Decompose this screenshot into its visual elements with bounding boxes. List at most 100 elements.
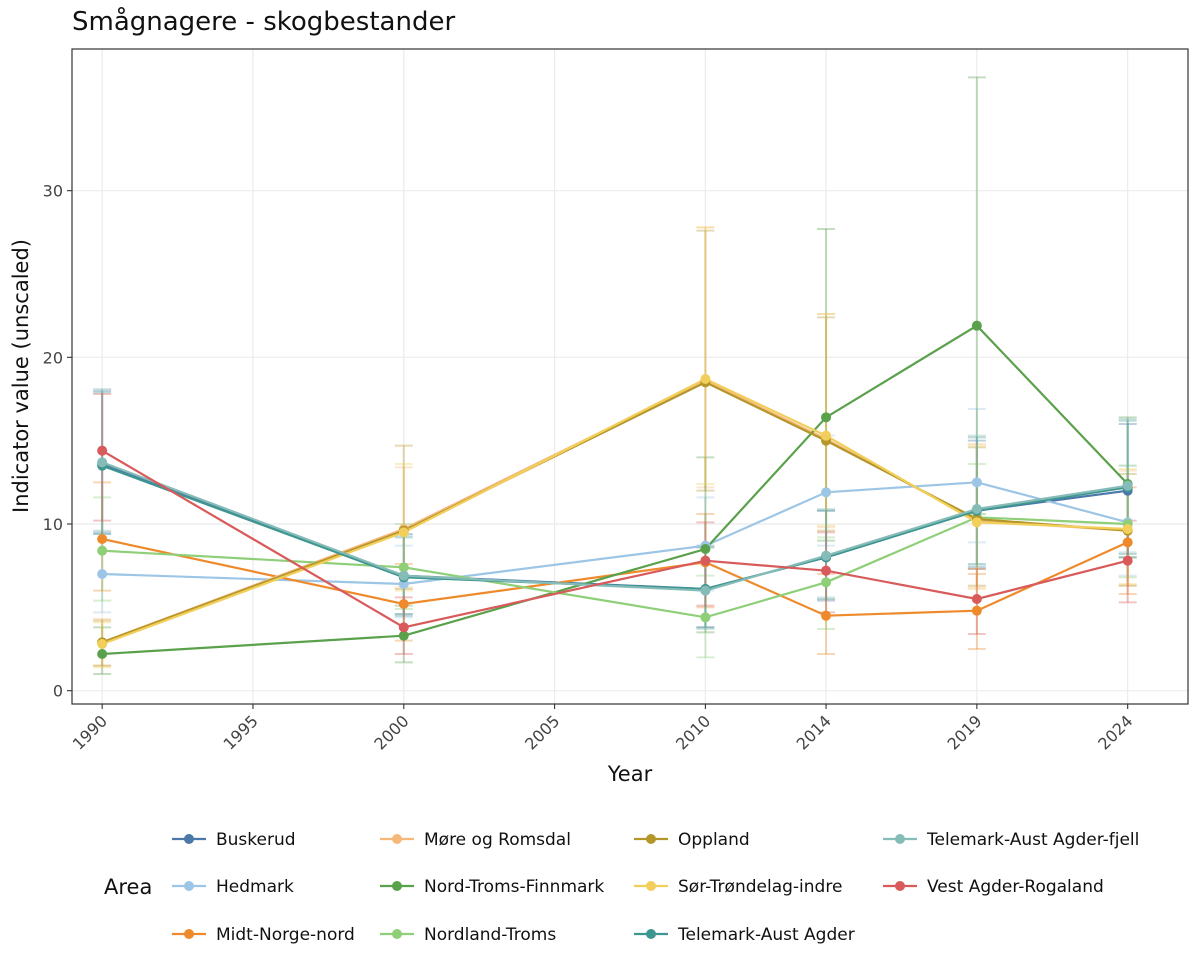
data-point — [398, 527, 409, 538]
legend-item: Sør-Trøndelag-indre — [634, 877, 842, 897]
data-point — [398, 622, 409, 633]
chart-title: Smågnagere - skogbestander — [72, 6, 455, 37]
data-point — [971, 594, 982, 604]
data-point — [971, 517, 982, 528]
legend-key-point — [392, 834, 402, 844]
data-point — [821, 565, 832, 576]
legend-item: Nordland-Troms — [380, 925, 556, 945]
y-axis-title: Indicator value (unscaled) — [9, 239, 33, 513]
data-point — [821, 430, 832, 441]
data-point — [821, 610, 832, 621]
y-tick-label: 30 — [43, 182, 63, 201]
legend-item: Oppland — [634, 830, 750, 850]
legend-label: Midt-Norge-nord — [216, 925, 355, 945]
data-point — [1122, 480, 1133, 491]
data-point — [971, 605, 982, 616]
data-point — [398, 562, 409, 573]
series-line — [102, 324, 1129, 656]
legend-label: Hedmark — [216, 877, 294, 897]
legend-item: Telemark-Aust Agder — [634, 925, 855, 945]
legend-label: Telemark-Aust Agder-fjell — [926, 830, 1139, 850]
data-point — [971, 504, 982, 514]
legend-item: Nord-Troms-Finnmark — [380, 877, 604, 897]
series-line — [101, 377, 1128, 646]
legend-label: Vest Agder-Rogaland — [927, 877, 1104, 897]
x-tick-label: 2000 — [370, 711, 412, 753]
x-tick-label: 1995 — [220, 711, 262, 753]
series-line — [102, 481, 1128, 586]
legend-key-point — [646, 834, 656, 844]
legend-label: Oppland — [678, 830, 750, 850]
legend-key-point — [895, 834, 905, 844]
legend-label: Sør-Trøndelag-indre — [678, 877, 842, 897]
y-tick-label: 20 — [43, 348, 63, 367]
legend-key-point — [184, 929, 194, 939]
data-point — [97, 545, 108, 556]
legend-label: Nordland-Troms — [424, 925, 556, 945]
data-point — [821, 487, 832, 498]
x-tick-label: 1990 — [69, 711, 111, 753]
series-lines — [101, 324, 1129, 656]
legend-key-point — [646, 881, 656, 891]
x-tick-label: 2014 — [793, 711, 835, 753]
data-point — [97, 639, 108, 649]
legend-label: Buskerud — [216, 830, 296, 850]
legend-key-point — [184, 881, 194, 891]
series-points — [97, 320, 1133, 659]
data-point — [700, 555, 711, 566]
error-bar — [696, 229, 715, 492]
x-tick-label: 2005 — [521, 711, 563, 753]
series-line — [101, 537, 1129, 617]
x-tick-label: 2010 — [672, 711, 714, 753]
legend-item: Møre og Romsdal — [380, 830, 571, 850]
data-point — [700, 374, 711, 384]
legend-key-point — [646, 929, 656, 939]
error-bar — [967, 436, 986, 565]
data-point — [821, 412, 832, 423]
error-bar — [967, 434, 986, 567]
legend-item: Hedmark — [172, 877, 294, 897]
data-point — [1122, 555, 1133, 566]
data-point — [398, 570, 409, 581]
data-point — [1122, 537, 1133, 548]
legend: Area Buskerud Hedmark Midt-Norge-nord Møre … — [104, 830, 1139, 945]
data-point — [700, 612, 711, 623]
legend-key-point — [392, 881, 402, 891]
error-bar — [696, 226, 715, 489]
plot-panel-border — [71, 48, 1189, 705]
data-point — [1122, 524, 1133, 534]
data-point — [97, 569, 108, 579]
data-point — [97, 457, 108, 468]
x-tick-label: 2024 — [1094, 711, 1136, 753]
legend-label: Møre og Romsdal — [424, 830, 571, 850]
data-point — [97, 445, 108, 456]
data-point — [700, 585, 711, 596]
y-tick-label: 10 — [43, 515, 63, 534]
series-line — [102, 516, 1128, 619]
legend-key-point — [392, 929, 402, 939]
series-line — [101, 461, 1128, 592]
data-point — [821, 577, 832, 588]
data-point — [97, 534, 108, 544]
legend-title: Area — [104, 875, 152, 899]
x-axis: 1990 1995 2000 2005 2010 2014 2019 2024 — [69, 704, 1137, 754]
y-tick-label: 0 — [53, 682, 63, 701]
y-axis: 0 10 20 30 — [43, 182, 72, 701]
legend-item: Midt-Norge-nord — [172, 925, 355, 945]
series-line — [101, 449, 1128, 629]
legend-item: Buskerud — [172, 830, 296, 850]
x-axis-title: Year — [607, 762, 653, 786]
data-point — [971, 320, 982, 331]
data-point — [398, 599, 409, 609]
data-point — [700, 544, 711, 554]
legend-item: Telemark-Aust Agder-fjell — [883, 830, 1139, 850]
x-tick-label: 2019 — [943, 711, 985, 753]
legend-key-point — [895, 881, 905, 891]
data-point — [821, 550, 832, 561]
series-line — [101, 381, 1128, 644]
legend-label: Nord-Troms-Finnmark — [424, 877, 604, 897]
legend-key-point — [184, 834, 194, 844]
data-point — [971, 477, 982, 488]
legend-item: Vest Agder-Rogaland — [883, 877, 1104, 897]
